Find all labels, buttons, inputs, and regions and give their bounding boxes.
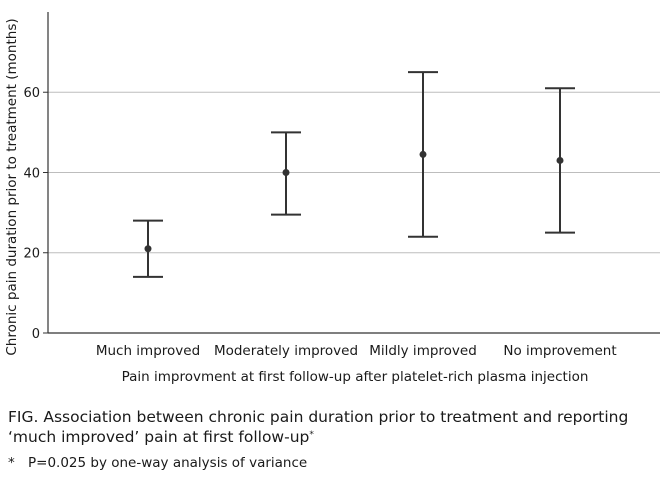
mean-point — [419, 150, 427, 158]
caption-mark: * — [309, 430, 314, 440]
y-tick-label: 0 — [32, 327, 40, 342]
x-tick-label: Moderately improved — [214, 343, 358, 359]
y-axis-label: Chronic pain duration prior to treatment… — [4, 18, 20, 355]
error-bars — [133, 71, 575, 278]
x-tick-label: No improvement — [503, 343, 616, 359]
figure-caption: FIG. Association between chronic pain du… — [8, 407, 663, 447]
grid-lines — [48, 91, 660, 254]
footnote-text: P=0.025 by one-way analysis of variance — [28, 455, 308, 471]
mean-point — [144, 245, 152, 253]
y-tick-label: 60 — [23, 86, 40, 101]
error-bar-no-improvement — [545, 87, 575, 234]
x-tick-label: Much improved — [96, 343, 200, 359]
y-tick-label: 40 — [23, 166, 40, 181]
mean-point — [282, 168, 290, 176]
caption-text: FIG. Association between chronic pain du… — [8, 408, 629, 446]
y-tick-labels: 0 20 40 60 — [23, 86, 48, 342]
error-bar-mildly-improved — [408, 71, 438, 238]
x-tick-label: Mildly improved — [369, 343, 477, 359]
x-tick-labels: Much improved Moderately improved Mildly i… — [96, 343, 617, 359]
chart: 0 20 40 60 Much improved Moderately improved… — [4, 12, 660, 385]
error-bar-much-improved — [133, 219, 163, 278]
footnote: * P=0.025 by one-way analysis of variance — [8, 455, 307, 471]
error-bar-moderately-improved — [271, 131, 301, 216]
mean-point — [556, 156, 564, 164]
x-axis-label: Pain improvment at first follow-up after… — [122, 369, 589, 385]
y-tick-label: 20 — [23, 247, 40, 262]
footnote-mark: * — [8, 455, 15, 471]
